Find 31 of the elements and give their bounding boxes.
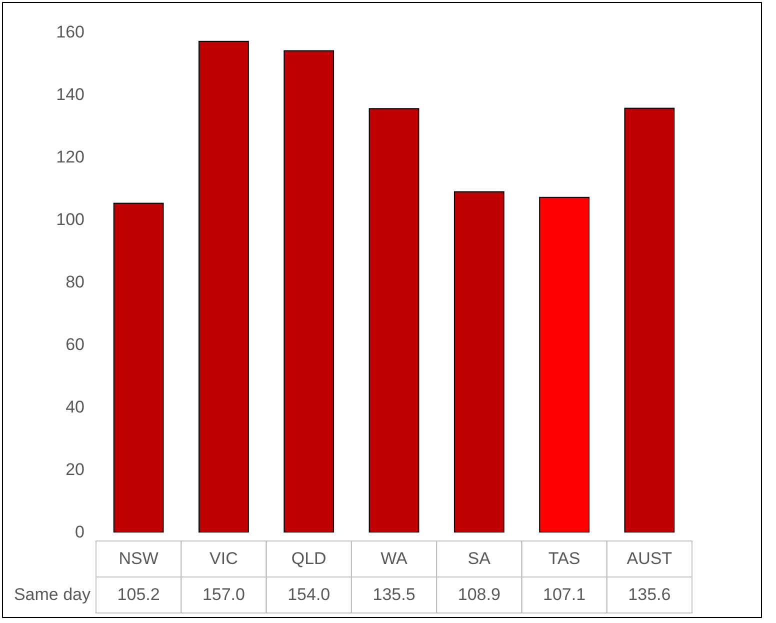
bar [539,196,590,532]
y-tick-label: 80 [66,272,84,292]
data-label: 135.5 [372,585,416,604]
data-label: 105.2 [117,585,160,604]
y-tick-label: 20 [66,460,84,479]
x-tick-label: VIC [210,549,238,568]
y-tick-label: 60 [66,335,84,354]
data-label: 135.6 [628,585,671,604]
bar [284,50,334,532]
x-tick-label: NSW [118,549,158,568]
x-tick-label: WA [380,549,408,568]
bar [198,40,249,532]
data-label: 107.1 [543,585,586,604]
x-tick-label: TAS [548,549,580,568]
x-tick-label: SA [468,549,492,568]
y-tick-label: 0 [75,522,84,542]
bar [624,108,675,532]
data-label: 108.9 [458,585,500,604]
data-label: 157.0 [202,585,245,604]
text: Same day [14,585,91,604]
y-tick-label: 120 [56,148,84,166]
x-tick-label: QLD [291,549,326,568]
y-tick-label: 100 [56,210,84,229]
bar [368,108,420,532]
data-label: 154.0 [288,585,330,604]
y-tick-label: 160 [56,22,84,42]
bar [113,202,164,532]
y-tick-label: 140 [56,85,84,104]
bar [454,191,504,532]
y-tick-label: 40 [66,398,84,416]
x-tick-label: AUST [626,549,672,568]
